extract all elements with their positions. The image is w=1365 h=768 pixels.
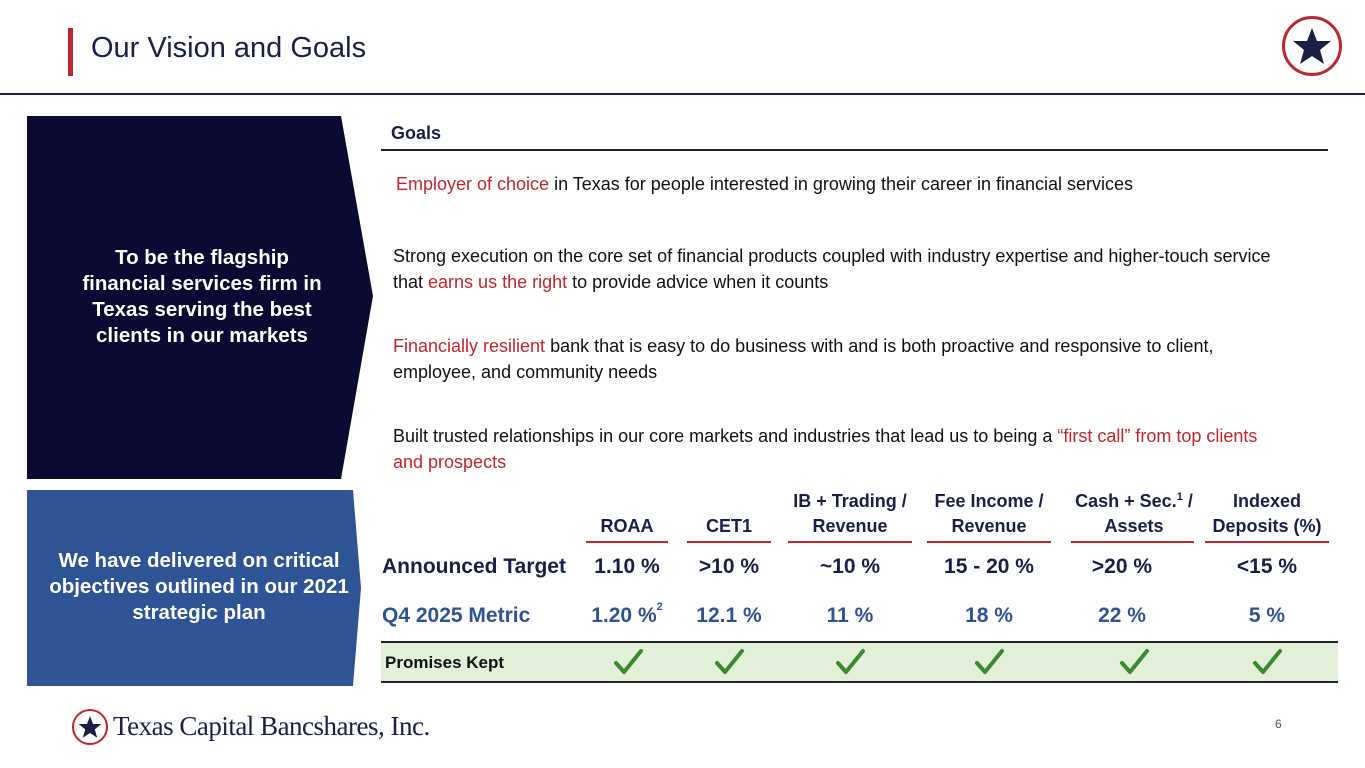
header-divider	[0, 93, 1365, 95]
delivered-statement: We have delivered on critical objectives…	[49, 549, 349, 624]
vision-chevron-shape	[27, 116, 373, 479]
metric-value: 1.20 %2	[591, 601, 663, 627]
check-icon	[1253, 649, 1282, 674]
goals-divider	[381, 149, 1328, 151]
page-number: 6	[1275, 717, 1282, 731]
check-icon	[715, 649, 744, 674]
goal-item: Financially resilient bank that is easy …	[393, 336, 1214, 382]
target-value: 1.10 %	[594, 555, 660, 578]
metric-value: 5 %	[1248, 604, 1286, 627]
company-name: Texas Capital Bancshares, Inc.	[113, 711, 430, 741]
goal-item: Employer of choice in Texas for people i…	[396, 174, 1134, 194]
column-header-ib-trading: IB + Trading / Revenue	[788, 489, 912, 543]
target-value: >20 %	[1091, 555, 1153, 578]
column-header-roaa: ROAA	[586, 489, 668, 543]
goals-heading: Goals	[391, 123, 442, 143]
row-label-target: Announced Target	[382, 555, 566, 578]
column-header-cash-sec: Cash + Sec.1 / Assets	[1066, 489, 1202, 543]
star-logo-icon	[1282, 16, 1342, 76]
metric-value: 22 %	[1098, 604, 1146, 627]
star-icon	[1293, 28, 1331, 64]
metric-value: 18 %	[965, 604, 1013, 627]
goal-item: Built trusted relationships in our core …	[393, 426, 1258, 472]
check-icon	[1120, 649, 1149, 674]
delivered-panel: We have delivered on critical objectives…	[27, 490, 362, 686]
row-label-metric: Q4 2025 Metric	[382, 604, 531, 627]
footer-star-logo-icon	[72, 709, 108, 745]
target-value: <15 %	[1236, 555, 1298, 578]
promises-row	[381, 641, 1338, 683]
delivered-chevron-shape	[27, 490, 361, 686]
promises-label: Promises Kept	[385, 653, 505, 672]
page-title: Our Vision and Goals	[91, 32, 367, 64]
check-icon	[614, 649, 643, 674]
column-header-fee-income: Fee Income / Revenue	[927, 489, 1051, 543]
column-header-indexed-deposits: Indexed Deposits (%)	[1205, 489, 1329, 543]
column-header-cet1: CET1	[687, 489, 771, 543]
check-icon	[836, 649, 865, 674]
vision-panel: To be the flagship financial services fi…	[27, 116, 377, 479]
target-value: ~10 %	[819, 555, 881, 578]
goal-item: Strong execution on the core set of fina…	[393, 246, 1271, 292]
vision-statement: To be the flagship financial services fi…	[82, 246, 322, 347]
metric-value: 12.1 %	[696, 604, 762, 627]
target-value: 15 - 20 %	[944, 555, 1034, 578]
star-icon	[78, 716, 102, 738]
title-accent-bar	[68, 28, 73, 76]
metric-value: 11 %	[826, 604, 874, 627]
target-value: >10 %	[698, 555, 760, 578]
check-icon	[975, 649, 1004, 674]
